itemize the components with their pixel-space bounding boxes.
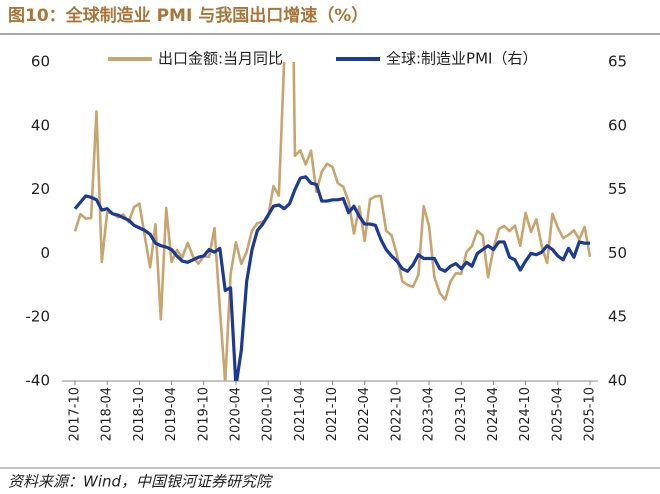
x-tick-label: 2019-04 <box>164 387 179 441</box>
y-tick-label: 60 <box>31 53 50 71</box>
x-tick-label: 2020-04 <box>228 387 243 441</box>
y-tick-label: -40 <box>26 372 51 390</box>
x-tick-label: 2022-10 <box>389 387 404 441</box>
x-tick-label: 2017-10 <box>68 387 83 441</box>
x-tick-label: 2021-10 <box>325 387 340 441</box>
source-note: 资料来源：Wind，中国银河证券研究院 <box>8 473 273 491</box>
chart-title: 图10：全球制造业 PMI 与我国出口增速（%） <box>8 5 368 26</box>
x-tick-label: 2025-10 <box>583 387 598 441</box>
y2-tick-label: 45 <box>608 308 627 326</box>
legend-label: 全球:制造业PMI（右） <box>386 50 537 68</box>
x-tick-label: 2025-04 <box>550 387 565 441</box>
plot-area <box>73 62 592 381</box>
y2-tick-label: 50 <box>608 244 627 262</box>
x-tick-label: 2018-04 <box>100 387 115 441</box>
y2-tick-label: 65 <box>608 53 627 71</box>
x-tick-label: 2023-10 <box>454 387 469 441</box>
y2-tick-label: 60 <box>608 116 627 134</box>
y-tick-label: 0 <box>40 244 50 262</box>
y-tick-label: 40 <box>31 116 50 134</box>
y2-tick-label: 55 <box>608 180 627 198</box>
legend-label: 出口金额:当月同比 <box>158 50 283 68</box>
x-tick-label: 2021-04 <box>293 387 308 441</box>
x-tick-label: 2022-04 <box>357 387 372 441</box>
x-tick-label: 2024-10 <box>518 387 533 441</box>
y2-tick-label: 40 <box>608 372 627 390</box>
x-tick-label: 2019-10 <box>196 387 211 441</box>
x-tick-label: 2024-04 <box>486 387 501 441</box>
x-tick-label: 2020-10 <box>261 387 276 441</box>
y-tick-label: 20 <box>31 180 50 198</box>
x-tick-label: 2023-04 <box>422 387 437 441</box>
x-tick-label: 2018-10 <box>132 387 147 441</box>
y-tick-label: -20 <box>26 308 51 326</box>
series-line <box>73 175 590 381</box>
series-line <box>73 62 592 381</box>
